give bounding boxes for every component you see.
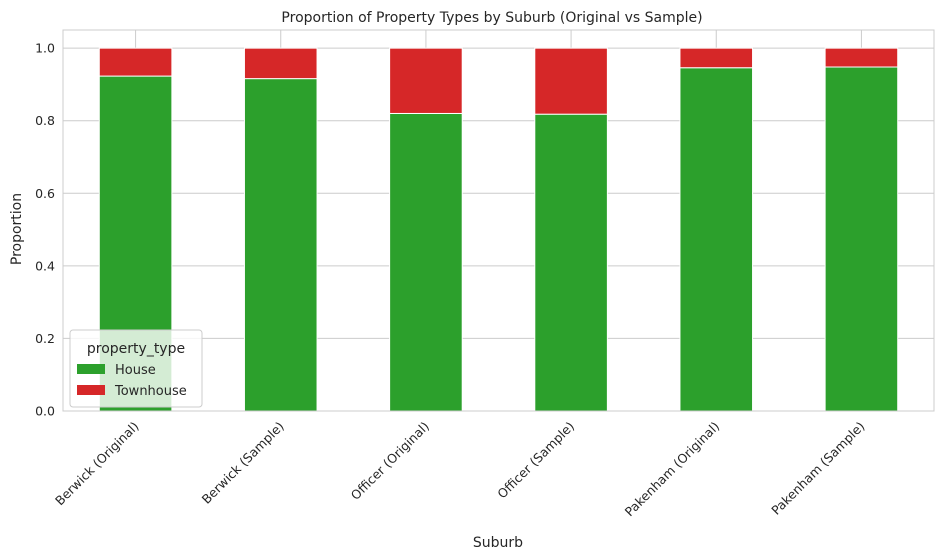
x-tick-label: Berwick (Sample) xyxy=(199,419,287,507)
plot-frame xyxy=(62,29,935,412)
y-tick-label: 0.6 xyxy=(35,186,55,201)
legend-title: property_type xyxy=(87,341,185,357)
bar-house-2 xyxy=(389,112,463,412)
x-tick-label: Pakenham (Original) xyxy=(622,419,723,520)
legend-swatch-house xyxy=(77,364,105,374)
x-tick-label: Officer (Sample) xyxy=(494,419,577,502)
x-tick-labels: Berwick (Original) Berwick (Sample) Office… xyxy=(52,419,868,520)
legend-label-townhouse: Townhouse xyxy=(114,384,187,399)
x-tick-label: Officer (Original) xyxy=(348,419,432,503)
bar-townhouse-1 xyxy=(243,47,318,80)
y-tick-label: 0.8 xyxy=(35,113,55,128)
bar-townhouse-0 xyxy=(98,47,173,77)
bar-layer xyxy=(98,47,899,412)
bar-townhouse-2 xyxy=(389,47,463,114)
y-tick-label: 0.4 xyxy=(35,258,55,273)
y-axis-label: Proportion xyxy=(9,193,25,265)
bar-townhouse-3 xyxy=(534,47,608,115)
x-tick-label: Pakenham (Sample) xyxy=(768,419,867,518)
bar-house-1 xyxy=(243,78,318,412)
legend: property_type House Townhouse xyxy=(69,329,203,408)
y-tick-label: 0.2 xyxy=(35,331,55,346)
y-tick-label: 0.0 xyxy=(35,404,55,419)
legend-label-house: House xyxy=(115,363,156,378)
x-tick-label: Berwick (Original) xyxy=(52,419,142,509)
y-tick-labels: 0.0 0.2 0.4 0.6 0.8 1.0 xyxy=(35,41,55,419)
legend-swatch-townhouse xyxy=(77,385,105,395)
bar-house-4 xyxy=(679,67,754,412)
y-tick-label: 1.0 xyxy=(35,41,55,56)
bar-house-5 xyxy=(824,66,899,412)
bar-house-3 xyxy=(534,113,608,412)
bar-townhouse-5 xyxy=(824,47,899,68)
chart-title: Proportion of Property Types by Suburb (… xyxy=(281,10,702,26)
bar-townhouse-4 xyxy=(679,47,754,69)
x-axis-label: Suburb xyxy=(473,535,523,551)
